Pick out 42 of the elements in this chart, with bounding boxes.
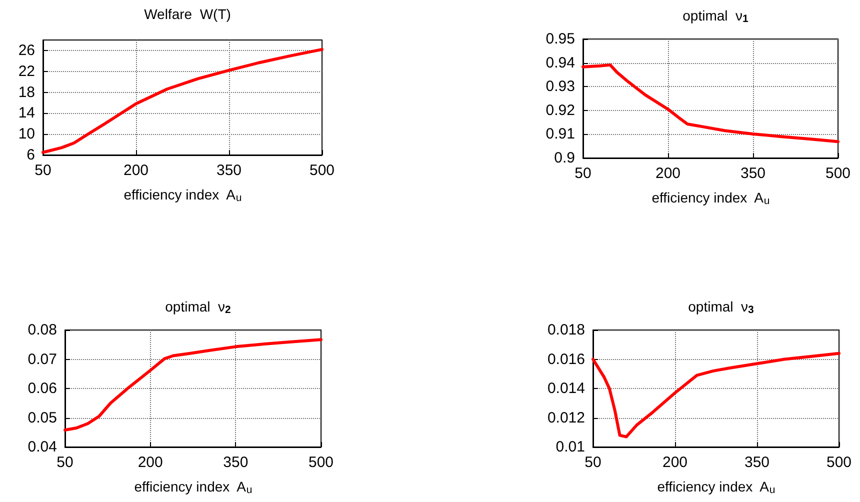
x-tick-label: 350: [740, 165, 766, 182]
y-tick-label: 18: [18, 84, 35, 101]
x-tick-label: 200: [123, 162, 149, 179]
y-tick-label: 0.018: [547, 322, 585, 338]
y-tick-label: 0.01: [556, 438, 585, 456]
y-tick-label: 22: [18, 62, 35, 80]
y-tick-label: 0.05: [28, 409, 57, 426]
y-tick-label: 0.06: [28, 380, 57, 397]
x-tick-label: 500: [309, 162, 335, 179]
y-tick-label: 26: [18, 42, 35, 59]
y-tick-label: 6: [26, 146, 35, 164]
y-tick-label: 0.95: [546, 30, 575, 48]
y-tick-label: 14: [18, 104, 35, 122]
y-tick-label: 0.08: [28, 322, 57, 338]
line-series: [592, 352, 840, 438]
y-tick-label: 0.91: [546, 126, 575, 143]
x-tick-label: 350: [216, 162, 242, 179]
y-tick-label: 0.9: [554, 150, 575, 166]
y-tick-label: 0.04: [28, 438, 57, 456]
x-tick-label: 500: [826, 454, 852, 471]
y-tick-label: 0.012: [547, 409, 585, 426]
y-tick-label: 0.014: [547, 380, 585, 397]
x-tick-label: 200: [138, 454, 163, 471]
y-tick-label: 0.016: [547, 350, 585, 368]
y-tick-label: 10: [18, 126, 35, 143]
x-tick-label: 50: [584, 454, 602, 471]
x-tick-label: 200: [655, 165, 681, 182]
y-tick-label: 0.94: [546, 54, 575, 72]
x-tick-label: 50: [574, 165, 592, 182]
chart-title: Welfare W(T): [144, 6, 231, 22]
y-tick-label: 0.93: [546, 78, 575, 96]
x-tick-label: 500: [308, 454, 334, 471]
line-series: [64, 338, 322, 432]
x-tick-label: 350: [223, 454, 248, 471]
x-tick-label: 50: [56, 454, 74, 471]
y-tick-label: 0.07: [28, 350, 57, 368]
y-tick-label: 0.92: [546, 102, 575, 119]
x-tick-label: 350: [744, 454, 770, 471]
line-series: [582, 63, 840, 144]
x-tick-label: 500: [825, 165, 851, 182]
x-tick-label: 50: [34, 162, 52, 179]
x-tick-label: 200: [662, 454, 688, 471]
